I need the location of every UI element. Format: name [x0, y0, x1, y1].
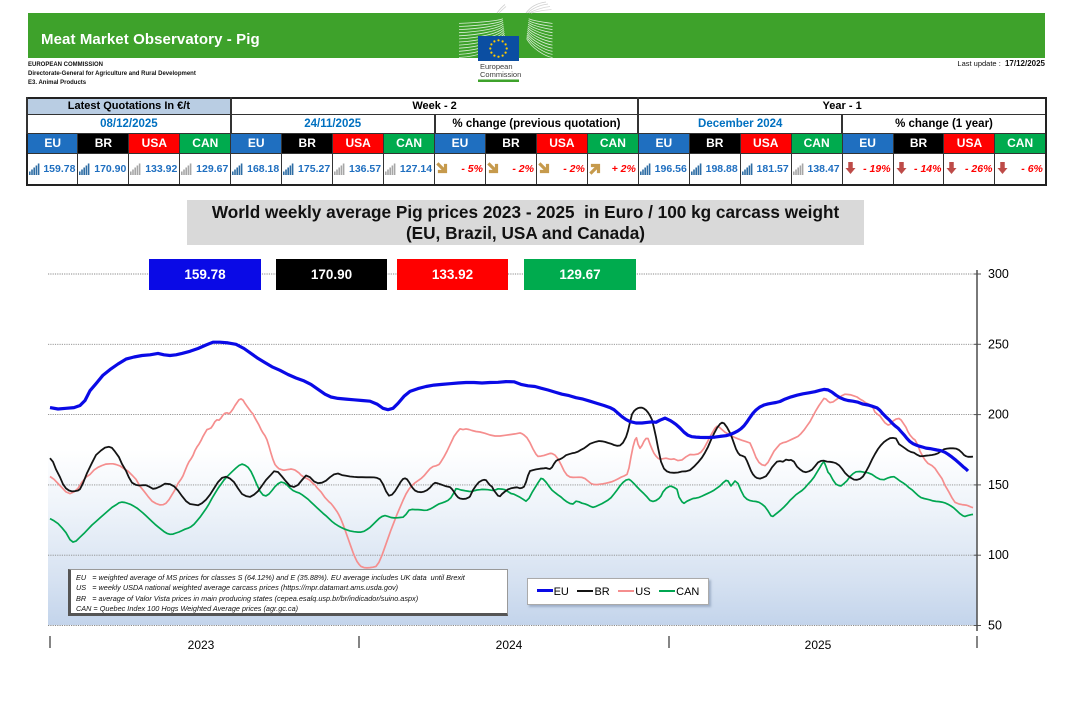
svg-text:300: 300 — [988, 267, 1009, 281]
svg-text:2024: 2024 — [496, 638, 523, 652]
svg-text:50: 50 — [988, 619, 1002, 633]
svg-text:250: 250 — [988, 337, 1009, 351]
svg-text:European: European — [480, 62, 513, 71]
svg-text:150: 150 — [988, 478, 1009, 492]
svg-text:Commission: Commission — [480, 70, 521, 79]
svg-text:100: 100 — [988, 548, 1009, 562]
svg-text:2023: 2023 — [188, 638, 215, 652]
svg-text:200: 200 — [988, 408, 1009, 422]
svg-text:2025: 2025 — [805, 638, 832, 652]
